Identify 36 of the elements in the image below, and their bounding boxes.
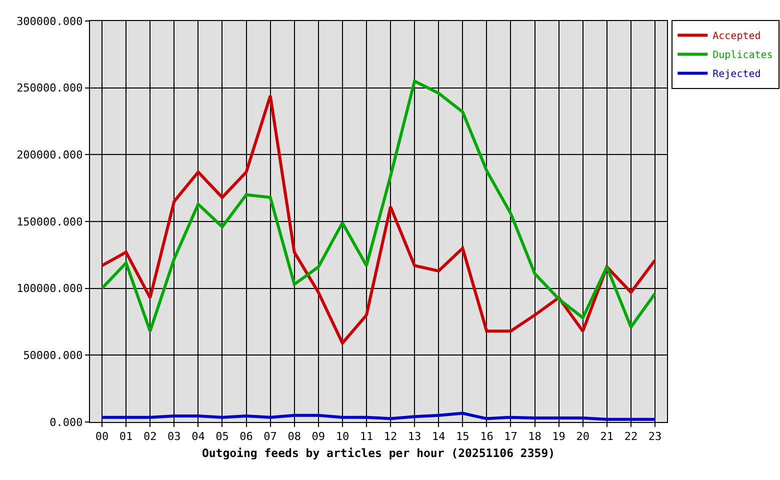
x-tick-label: 17: [504, 430, 518, 444]
x-tick-label: 10: [336, 430, 350, 444]
x-tick-label: 19: [552, 430, 566, 444]
x-tick-label: 08: [288, 430, 301, 444]
x-tick-label: 12: [384, 430, 398, 444]
y-tick-label: 0.000: [50, 416, 83, 429]
x-tick-label: 09: [312, 430, 326, 444]
line-series: [100, 412, 656, 421]
x-tick-label: 14: [432, 430, 446, 444]
x-tick-label: 13: [408, 430, 422, 444]
legend-label: Accepted: [712, 31, 761, 42]
y-tick-label: 200000.000: [16, 148, 83, 162]
x-tick-label: 23: [648, 430, 662, 444]
x-tick-label: 07: [264, 430, 277, 444]
y-tick-label: 50000.000: [23, 349, 83, 362]
x-tick-label: 18: [528, 430, 542, 444]
y-tick-label: 100000.000: [16, 282, 83, 296]
x-tick-label: 16: [480, 430, 494, 444]
legend-label: Duplicates: [712, 50, 773, 62]
x-tick-label: 01: [119, 430, 133, 444]
x-tick-label: 21: [600, 430, 614, 444]
x-tick-label: 05: [216, 430, 229, 444]
x-tick-label: 02: [143, 430, 157, 444]
y-tick-label: 150000.000: [16, 215, 83, 228]
x-tick-label: 15: [456, 430, 470, 444]
x-tick-label: 22: [624, 430, 638, 444]
legend-label: Rejected: [712, 69, 761, 80]
x-tick-label: 20: [576, 430, 590, 444]
x-tick-label: 04: [192, 430, 206, 444]
y-tick-label: 300000.000: [16, 14, 83, 28]
x-tick-label: 06: [240, 430, 253, 444]
y-tick-label: 250000.000: [16, 82, 83, 95]
x-axis-title: Outgoing feeds by articles per hour (20251106 2359): [202, 446, 556, 460]
x-tick-label: 03: [168, 430, 181, 444]
x-tick-label: 11: [360, 430, 374, 444]
x-tick-label: 00: [95, 430, 109, 444]
